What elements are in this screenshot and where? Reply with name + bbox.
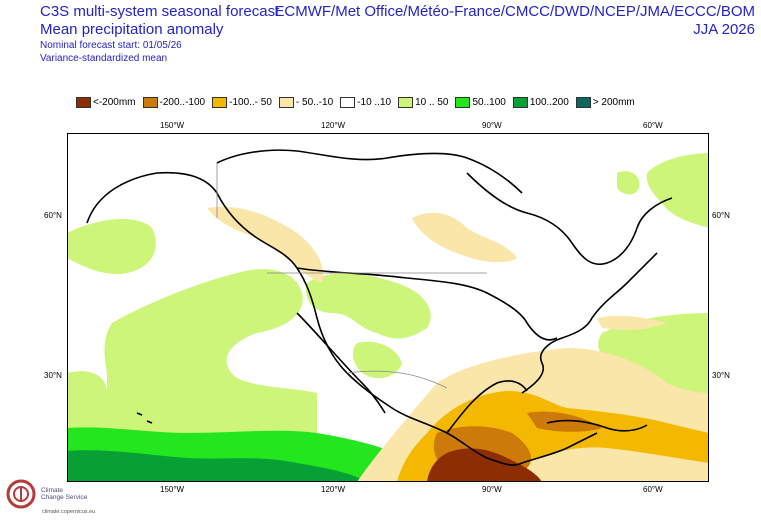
anomaly-pale-dry-region <box>597 315 667 330</box>
legend-item: -100..- 50 <box>212 96 272 108</box>
legend-swatch <box>398 96 414 108</box>
forecast-map <box>67 133 709 482</box>
top-tick-label: 60°W <box>643 121 663 130</box>
legend-label: - 50..-10 <box>295 96 334 108</box>
bottom-tick-label: 60°W <box>643 485 663 494</box>
legend-item: -10 ..10 <box>340 96 392 108</box>
right-tick-label: 60°N <box>712 211 730 220</box>
legend-swatch <box>512 96 528 108</box>
color-legend: <-200mm -200..-100 -100..- 50 - 50..-10 … <box>76 95 642 109</box>
country-borders <box>216 163 487 389</box>
legend-item: - 50..-10 <box>278 96 334 108</box>
top-tick-label: 150°W <box>160 121 185 130</box>
anomaly-light-green-region <box>306 273 431 339</box>
chart-title: C3S multi-system seasonal forecast <box>40 3 280 20</box>
legend-swatch <box>76 96 91 108</box>
copernicus-logo: Climate Change Service <box>4 477 87 511</box>
anomaly-brown-region <box>427 448 542 482</box>
legend-item: <-200mm <box>76 96 136 108</box>
legend-swatch <box>455 96 471 108</box>
legend-label: <-200mm <box>93 96 136 108</box>
anomaly-light-green-region <box>352 341 402 379</box>
legend-item: -200..-100 <box>142 96 206 108</box>
season-label: JJA 2026 <box>693 21 755 38</box>
title-block: C3S multi-system seasonal forecast Mean … <box>40 3 279 65</box>
legend-label: 10 .. 50 <box>415 96 449 108</box>
legend-item: 50..100 <box>455 96 506 108</box>
method-label: Variance-standardized mean <box>40 53 168 64</box>
legend-label: -200..-100 <box>159 96 206 108</box>
top-tick-label: 90°W <box>482 121 502 130</box>
copernicus-logo-icon <box>6 479 36 509</box>
legend-swatch <box>340 96 356 108</box>
legend-label: -100..- 50 <box>229 96 272 108</box>
legend-label: 100..200 <box>529 96 569 108</box>
anomaly-dark-green-band <box>67 450 367 482</box>
logo-line1: Climate <box>41 486 64 494</box>
anomaly-pale-dry-region <box>412 212 517 263</box>
legend-swatch <box>575 96 591 108</box>
anomaly-light-green-region <box>67 218 156 275</box>
right-tick-label: 30°N <box>712 371 730 380</box>
legend-swatch <box>142 96 158 108</box>
anomaly-light-green-region <box>646 153 709 228</box>
legend-swatch <box>278 96 294 108</box>
coastlines <box>86 149 673 466</box>
anomaly-light-green-region <box>598 313 709 403</box>
legend-label: -10 ..10 <box>357 96 392 108</box>
legend-item: 10 .. 50 <box>398 96 449 108</box>
left-tick-label: 60°N <box>44 211 62 220</box>
bottom-tick-label: 120°W <box>321 485 346 494</box>
logo-line2: Change Service <box>41 494 88 501</box>
anomaly-light-green-region <box>104 269 318 439</box>
top-tick-label: 120°W <box>321 121 346 130</box>
legend-swatch <box>212 96 228 108</box>
bottom-tick-label: 150°W <box>160 485 185 494</box>
legend-label: > 200mm <box>592 96 635 108</box>
left-tick-label: 30°N <box>44 371 62 380</box>
centres-label: ECMWF/Met Office/Météo-France/CMCC/DWD/N… <box>274 3 755 20</box>
chart-subtitle: Mean precipitation anomaly <box>40 21 224 38</box>
legend-label: 50..100 <box>472 96 506 108</box>
bottom-tick-label: 90°W <box>482 485 502 494</box>
anomaly-light-green-region <box>617 171 640 195</box>
map-frame <box>67 133 709 482</box>
legend-item: > 200mm <box>575 96 635 108</box>
logo-url: climate.copernicus.eu <box>42 509 96 515</box>
legend-item: 100..200 <box>512 96 569 108</box>
forecast-start-label: Nominal forecast start: 01/05/26 <box>40 40 182 51</box>
header-right: ECMWF/Met Office/Météo-France/CMCC/DWD/N… <box>274 3 755 39</box>
anomaly-dark-orange-region <box>527 411 602 432</box>
